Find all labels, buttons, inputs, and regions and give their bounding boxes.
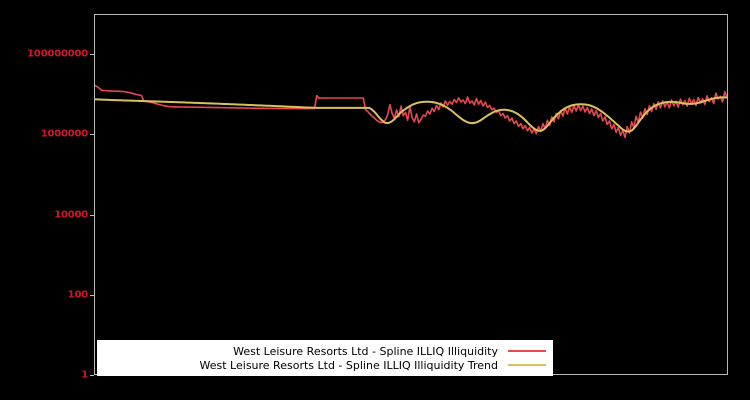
y-tick-mark-100000000 bbox=[90, 54, 94, 56]
y-tick-mark-100 bbox=[90, 294, 94, 296]
series-line-illiquidity-trend bbox=[95, 97, 727, 131]
plot-area bbox=[95, 15, 727, 374]
y-tick-mark-1 bbox=[90, 375, 94, 376]
legend-label-illiquidity: West Leisure Resorts Ltd - Spline ILLIQ … bbox=[233, 344, 498, 358]
y-tick-label-1: 1 bbox=[81, 369, 88, 381]
plot-frame bbox=[94, 14, 728, 375]
y-tick-label-1000000: 1000000 bbox=[40, 128, 89, 140]
legend-entry-illiquidity: West Leisure Resorts Ltd - Spline ILLIQ … bbox=[102, 344, 546, 358]
y-tick-label-100000000: 100000000 bbox=[27, 48, 88, 60]
plot-svg bbox=[95, 15, 727, 374]
y-axis: 100000000 1000000 10000 100 1 bbox=[0, 0, 94, 400]
y-tick-mark-10000 bbox=[90, 214, 94, 216]
legend-entry-illiquidity-trend: West Leisure Resorts Ltd - Spline ILLIQ … bbox=[102, 358, 546, 372]
series-line-illiquidity bbox=[95, 86, 727, 138]
legend-label-illiquidity-trend: West Leisure Resorts Ltd - Spline ILLIQ … bbox=[199, 358, 498, 372]
legend-swatch-illiquidity bbox=[508, 350, 546, 352]
legend-swatch-illiquidity-trend bbox=[508, 364, 546, 366]
y-tick-label-10000: 10000 bbox=[54, 209, 88, 221]
series-group bbox=[95, 86, 727, 138]
chart-legend: West Leisure Resorts Ltd - Spline ILLIQ … bbox=[97, 340, 553, 376]
y-tick-label-100: 100 bbox=[67, 289, 88, 301]
y-tick-mark-1000000 bbox=[90, 134, 94, 136]
